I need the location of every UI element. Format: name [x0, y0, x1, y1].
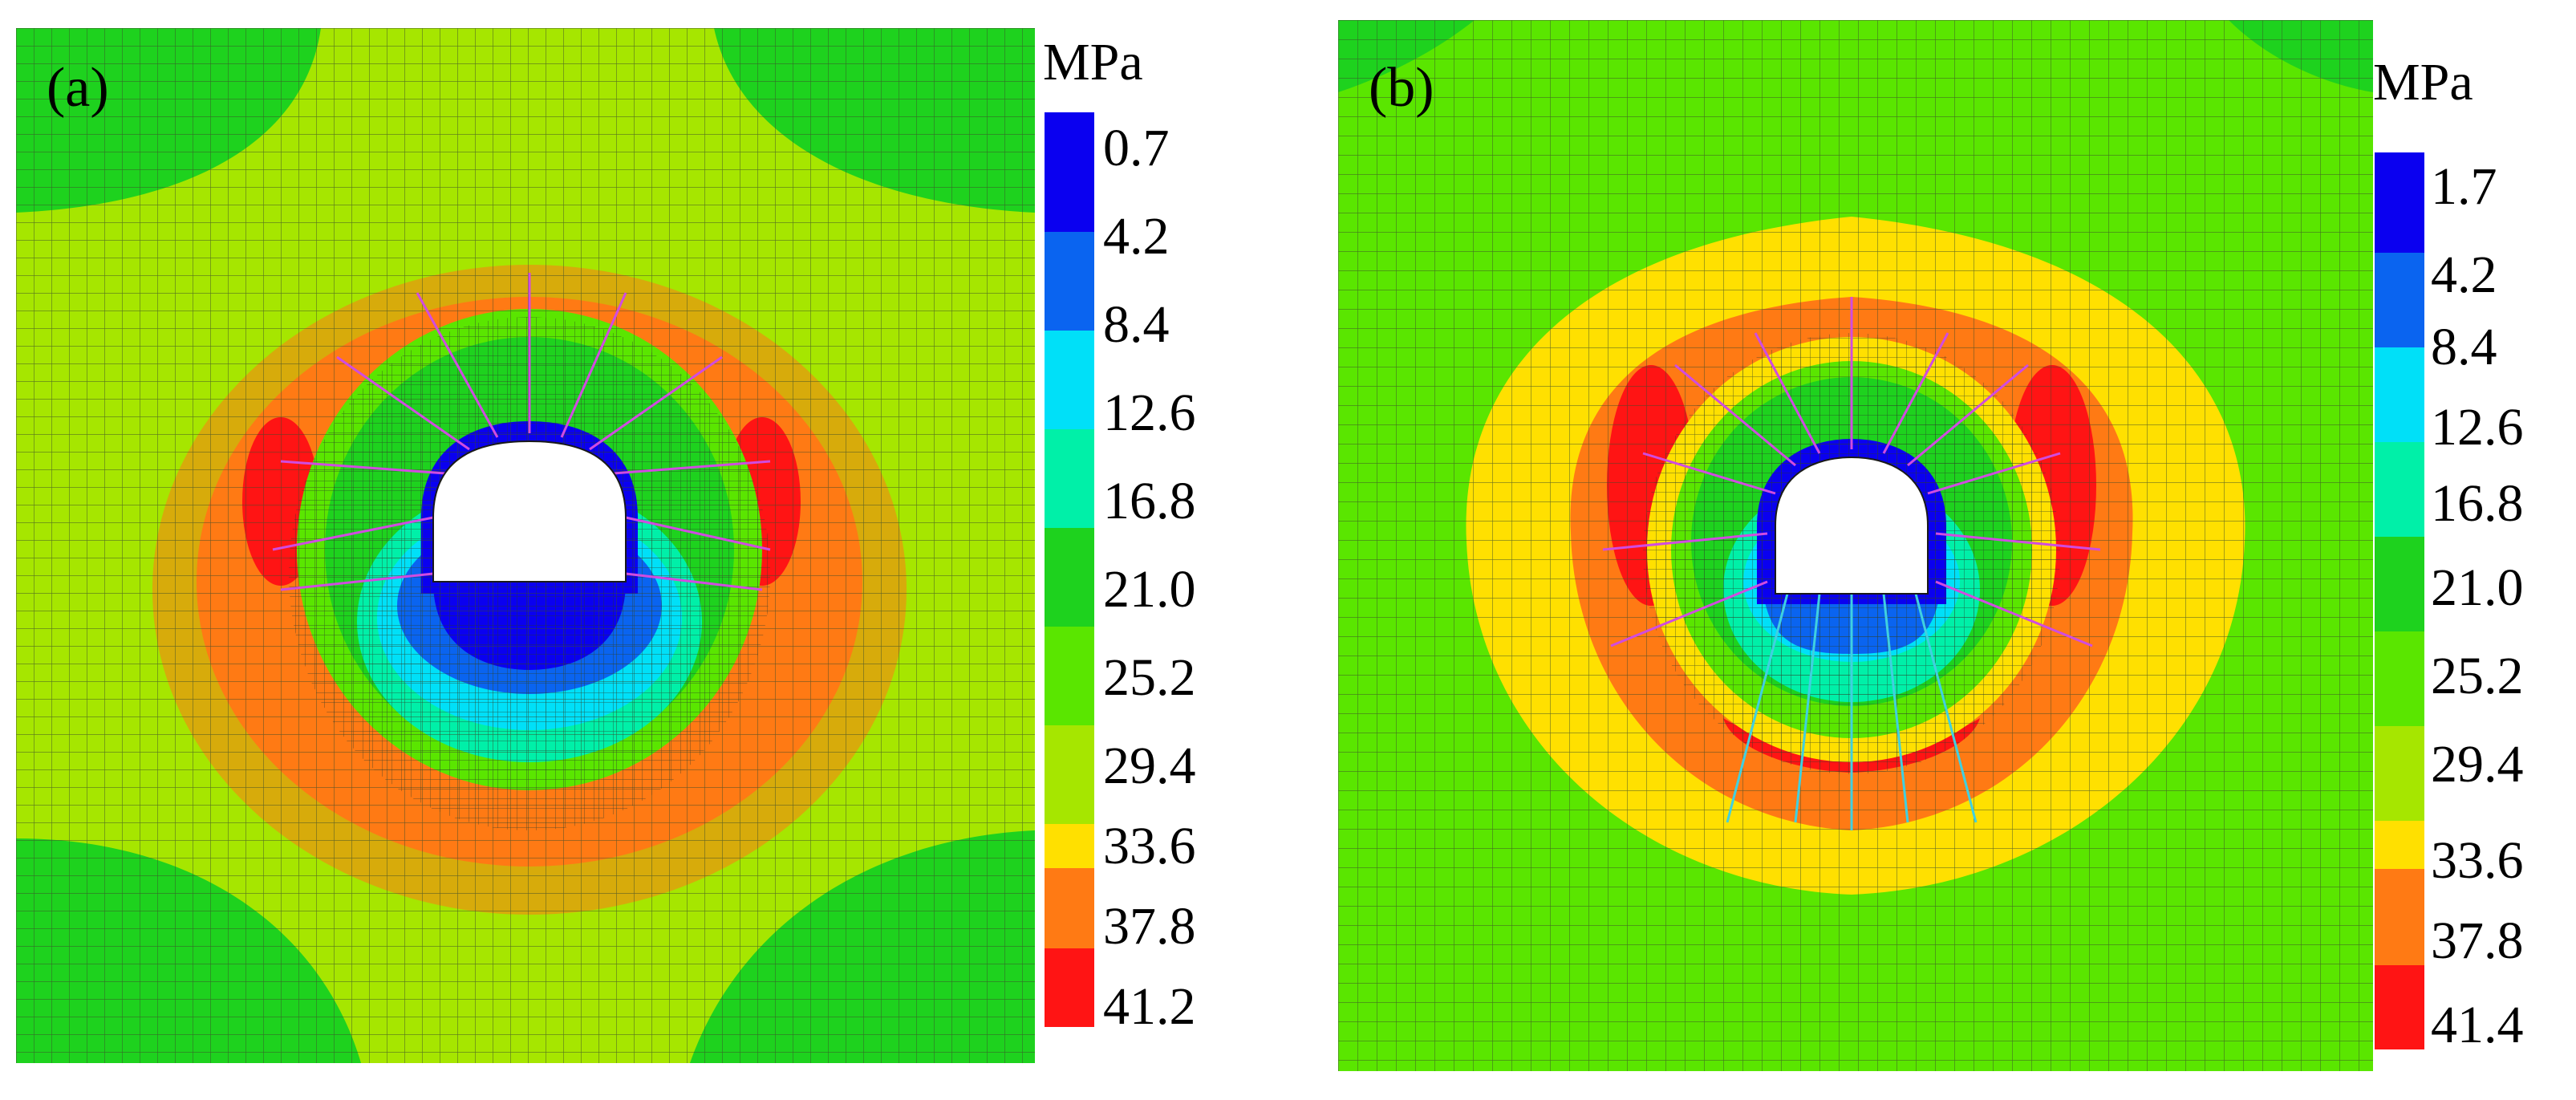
colorbar-segment: [2375, 821, 2424, 869]
colorbar-segment: [1045, 429, 1094, 528]
colorbar-segment: [1045, 627, 1094, 725]
colorbar-segment: [1045, 112, 1094, 232]
panel-label: (a): [47, 57, 109, 119]
panel-label: (b): [1369, 57, 1434, 119]
stress-contour-plot-b: [1338, 20, 2373, 1071]
legend-unit-label: MPa: [2373, 53, 2473, 112]
colorbar-tick-label: 41.4: [2431, 996, 2524, 1054]
colorbar-tick-label: 16.8: [2431, 474, 2524, 533]
colorbar-tick-label: 33.6: [1103, 817, 1196, 875]
colorbar-segment: [2375, 631, 2424, 726]
colorbar-a: [1045, 112, 1094, 1027]
colorbar-tick-label: 41.2: [1103, 977, 1196, 1036]
panel-b: (b): [1338, 20, 2373, 1071]
colorbar-tick-label: 21.0: [1103, 560, 1196, 619]
colorbar-b: [2375, 152, 2424, 1049]
tunnel-opening: [1775, 456, 1929, 595]
colorbar-tick-label: 8.4: [1103, 295, 1170, 354]
rock-bolts: [272, 273, 771, 591]
colorbar-segment: [2375, 152, 2424, 253]
colorbar-tick-label: 33.6: [2431, 831, 2524, 890]
colorbar-segment: [2375, 965, 2424, 1049]
colorbar-segment: [1045, 725, 1094, 824]
colorbar-segment: [2375, 537, 2424, 631]
colorbar-tick-label: 29.4: [1103, 737, 1196, 795]
colorbar-tick-label: 4.2: [2431, 246, 2497, 304]
colorbar-tick-label: 0.7: [1103, 119, 1170, 177]
colorbar-segment: [1045, 331, 1094, 429]
colorbar-segment: [1045, 824, 1094, 868]
colorbar-segment: [2375, 869, 2424, 965]
colorbar-tick-label: 12.6: [2431, 398, 2524, 457]
tunnel-opening: [432, 440, 627, 582]
colorbar-tick-label: 25.2: [2431, 647, 2524, 705]
colorbar-segment: [1045, 948, 1094, 1027]
colorbar-tick-label: 37.8: [2431, 911, 2524, 970]
colorbar-segment: [2375, 726, 2424, 821]
colorbar-tick-label: 8.4: [2431, 318, 2497, 376]
colorbar-tick-label: 1.7: [2431, 157, 2497, 216]
floor-bolts: [1726, 593, 1978, 830]
colorbar-segment: [1045, 868, 1094, 948]
colorbar-segment: [2375, 253, 2424, 347]
rock-bolts: [1602, 297, 2101, 647]
stress-contour-plot-a: [16, 28, 1035, 1063]
colorbar-tick-label: 12.6: [1103, 384, 1196, 442]
colorbar-segment: [1045, 528, 1094, 627]
panel-a: (a): [16, 28, 1043, 1063]
colorbar-tick-label: 21.0: [2431, 558, 2524, 617]
colorbar-tick-label: 25.2: [1103, 648, 1196, 707]
colorbar-tick-label: 16.8: [1103, 472, 1196, 530]
colorbar-segment: [2375, 442, 2424, 537]
legend-unit-label: MPa: [1043, 33, 1143, 91]
colorbar-segment: [1045, 232, 1094, 331]
colorbar-tick-label: 4.2: [1103, 207, 1170, 266]
colorbar-segment: [2375, 347, 2424, 442]
colorbar-tick-label: 37.8: [1103, 897, 1196, 956]
colorbar-tick-label: 29.4: [2431, 735, 2524, 794]
